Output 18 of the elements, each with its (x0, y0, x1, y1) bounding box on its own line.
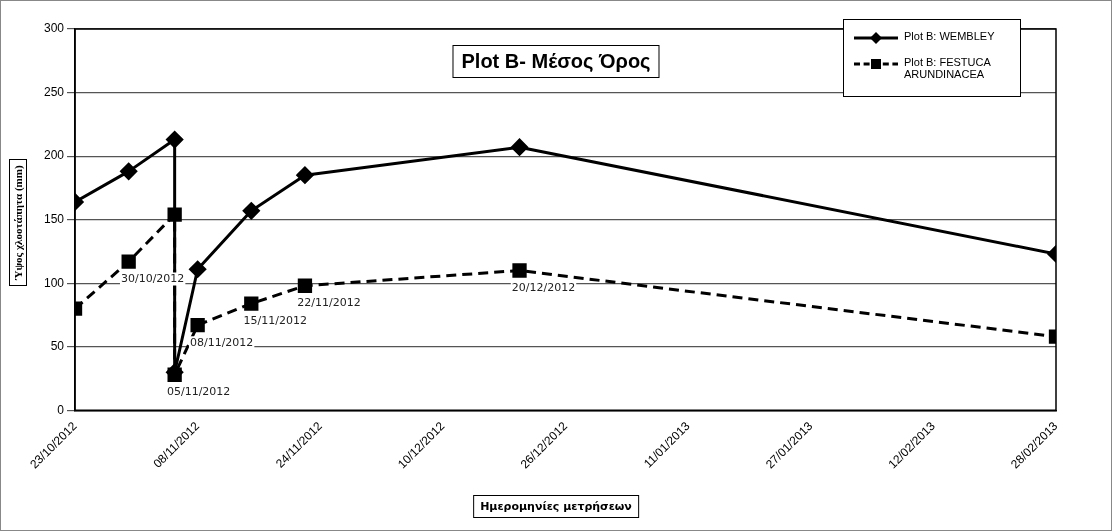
y-axis-title: Ύψος χλοοτάπητα (mm) (9, 159, 27, 286)
annotation: 08/11/2012 (189, 335, 254, 349)
y-tick-label: 150 (43, 211, 65, 226)
y-tick-label: 100 (43, 275, 65, 290)
annotation: 30/10/2012 (120, 271, 185, 285)
y-tick-label: 250 (43, 84, 65, 99)
annotation: 20/12/2012 (511, 280, 576, 294)
text: Plot B- Μέσος Όρος (452, 45, 660, 78)
y-tick-label: 0 (57, 402, 65, 417)
y-tick-label: 50 (50, 339, 65, 354)
legend-label: Plot B: WEMBLEY (904, 30, 995, 42)
annotation: 22/11/2012 (297, 296, 361, 310)
y-tick-label: 200 (43, 148, 65, 163)
x-axis-title: Ημερομηνίες μετρήσεων (473, 495, 639, 518)
annotation: 05/11/2012 (166, 385, 231, 399)
annotation: 15/11/2012 (243, 313, 307, 327)
legend-label: Plot B: FESTUCA ARUNDINACEA (904, 56, 992, 80)
y-tick-label: 300 (43, 21, 65, 36)
